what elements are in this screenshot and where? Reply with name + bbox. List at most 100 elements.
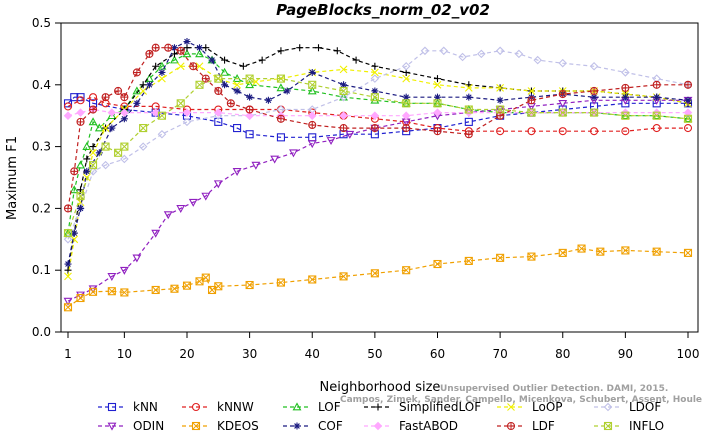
legend-label: SimplifiedLOF bbox=[399, 400, 481, 414]
data-point bbox=[245, 280, 254, 290]
data-point bbox=[270, 155, 280, 164]
data-point bbox=[170, 50, 178, 58]
legend-label: LDOF bbox=[629, 400, 661, 414]
data-point bbox=[333, 47, 341, 55]
data-point bbox=[83, 167, 91, 175]
data-point bbox=[201, 273, 210, 282]
data-point bbox=[464, 105, 473, 114]
data-point bbox=[182, 108, 192, 117]
data-point bbox=[245, 80, 255, 89]
data-point bbox=[402, 266, 411, 275]
data-point bbox=[402, 74, 411, 83]
data-point bbox=[120, 154, 129, 164]
data-point bbox=[176, 46, 185, 55]
series-line bbox=[67, 96, 688, 138]
x-tick-label: 30 bbox=[242, 347, 257, 361]
x-tick-label: 10 bbox=[117, 347, 132, 361]
data-point bbox=[596, 247, 605, 256]
data-point bbox=[145, 49, 154, 58]
data-point bbox=[308, 120, 317, 130]
data-point bbox=[214, 108, 223, 117]
data-point bbox=[683, 248, 693, 257]
legend: kNN kNNW LOF SimplifiedLOF LoOP LDOF ODIN KDEOS… bbox=[98, 400, 664, 433]
data-point bbox=[326, 137, 336, 146]
data-point bbox=[621, 127, 630, 136]
plot-frame bbox=[60, 22, 699, 333]
series-odin bbox=[63, 96, 693, 306]
data-point bbox=[163, 211, 173, 220]
data-point bbox=[315, 44, 323, 52]
data-point bbox=[232, 167, 242, 176]
data-point bbox=[527, 87, 536, 95]
data-point bbox=[119, 266, 129, 275]
data-point bbox=[107, 422, 117, 431]
legend-item-simplifiedlof: SimplifiedLOF bbox=[364, 400, 481, 414]
data-point bbox=[577, 244, 586, 253]
data-point bbox=[76, 117, 85, 126]
data-point bbox=[370, 93, 379, 102]
x-tick-label: 50 bbox=[367, 347, 382, 361]
data-point bbox=[63, 102, 73, 111]
data-point bbox=[233, 80, 241, 89]
data-point bbox=[370, 269, 379, 278]
series-line bbox=[67, 99, 688, 302]
series-cof bbox=[64, 38, 692, 268]
data-point bbox=[88, 285, 98, 294]
data-point bbox=[64, 272, 72, 281]
data-point bbox=[201, 192, 211, 201]
data-point bbox=[345, 130, 355, 139]
data-point bbox=[191, 402, 201, 412]
data-point bbox=[464, 130, 473, 139]
x-tick-label: 80 bbox=[555, 347, 570, 361]
data-point bbox=[182, 117, 192, 127]
data-point bbox=[76, 191, 85, 201]
series-ldf bbox=[63, 43, 693, 213]
legend-item-ldof: LDOF bbox=[594, 400, 661, 414]
legend-label: INFLO bbox=[629, 419, 664, 433]
data-point bbox=[226, 99, 235, 108]
data-point bbox=[76, 291, 85, 300]
data-point bbox=[370, 111, 380, 120]
series-inflo bbox=[63, 74, 693, 238]
data-point bbox=[370, 74, 380, 83]
data-point bbox=[120, 288, 129, 297]
data-point bbox=[283, 87, 291, 95]
data-point bbox=[402, 124, 411, 133]
x-tick-label: 100 bbox=[677, 347, 700, 361]
data-point bbox=[233, 124, 242, 133]
data-point bbox=[339, 272, 348, 281]
data-point bbox=[370, 124, 379, 133]
data-point bbox=[89, 287, 98, 296]
data-point bbox=[496, 84, 505, 92]
data-point bbox=[195, 62, 204, 71]
legend-label: kNNW bbox=[217, 400, 254, 414]
series-line bbox=[67, 50, 689, 240]
x-tick-label: 60 bbox=[430, 347, 445, 361]
data-point bbox=[558, 90, 567, 99]
data-point bbox=[464, 117, 473, 126]
data-point bbox=[533, 55, 542, 65]
x-tick-label: 40 bbox=[305, 347, 320, 361]
data-point bbox=[276, 278, 285, 287]
data-point bbox=[276, 83, 286, 92]
data-point bbox=[496, 105, 505, 114]
data-point bbox=[507, 403, 515, 411]
x-tick-label: 90 bbox=[618, 347, 633, 361]
data-point bbox=[603, 421, 613, 431]
data-point bbox=[182, 281, 192, 290]
data-point bbox=[374, 403, 382, 411]
legend-label: ODIN bbox=[133, 419, 164, 433]
data-point bbox=[621, 111, 630, 120]
data-point bbox=[370, 95, 380, 104]
data-point bbox=[201, 74, 210, 83]
data-point bbox=[164, 43, 173, 52]
data-point bbox=[590, 93, 598, 101]
data-point bbox=[683, 108, 693, 117]
legend-item-lof: LOF bbox=[283, 400, 341, 414]
data-point bbox=[239, 62, 247, 70]
y-tick-label: 0.3 bbox=[32, 140, 51, 154]
data-point bbox=[246, 93, 254, 101]
data-point bbox=[82, 141, 92, 150]
data-point bbox=[89, 148, 97, 157]
data-point bbox=[258, 56, 266, 64]
